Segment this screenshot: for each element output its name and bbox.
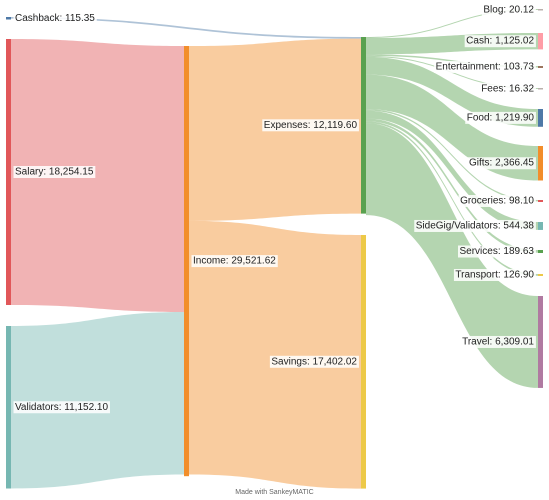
label-bg-services xyxy=(458,245,536,258)
flow-expenses-to-blog xyxy=(366,9,538,38)
node-expenses xyxy=(361,37,366,214)
flow-expenses-to-entertainment xyxy=(366,54,538,68)
flow-cashback-to-expenses xyxy=(11,17,361,39)
flow-expenses-to-transport xyxy=(366,121,538,276)
label-entertainment: Entertainment: 103.73 xyxy=(434,61,536,73)
flow-expenses-to-food xyxy=(366,56,538,127)
label-transport: Transport: 126.90 xyxy=(453,269,536,281)
label-bg-income xyxy=(191,255,278,268)
label-text-validators: Validators: 11,152.10 xyxy=(15,402,108,413)
label-savings: Savings: 17,402.02 xyxy=(269,355,359,368)
label-bg-cashback xyxy=(13,12,97,25)
label-bg-groceries xyxy=(458,195,536,207)
label-bg-savings xyxy=(269,355,359,368)
label-income: Income: 29,521.62 xyxy=(191,255,278,268)
label-blog: Blog: 20.12 xyxy=(481,3,536,16)
label-cashback: Cashback: 115.35 xyxy=(13,12,97,25)
node-entertainment xyxy=(538,66,543,68)
label-text-blog: Blog: 20.12 xyxy=(483,4,534,15)
label-sidegig: SideGig/Validators: 544.38 xyxy=(414,219,536,232)
flow-income-to-savings xyxy=(189,220,361,489)
label-food: Food: 1,219.90 xyxy=(465,111,536,124)
node-fees xyxy=(538,88,543,90)
label-text-services: Services: 189.63 xyxy=(460,246,535,257)
label-text-cash: Cash: 1,125.02 xyxy=(466,36,534,47)
node-services xyxy=(538,250,543,253)
node-gifts xyxy=(538,146,543,181)
node-savings xyxy=(361,235,366,489)
label-salary: Salary: 18,254.15 xyxy=(13,166,96,178)
label-expenses: Expenses: 12,119.60 xyxy=(262,119,359,132)
label-bg-cash xyxy=(464,35,536,48)
flow-validators-to-income xyxy=(11,312,184,489)
label-text-fees: Fees: 16.32 xyxy=(481,83,534,94)
label-bg-blog xyxy=(481,3,536,16)
label-text-gifts: Gifts: 2,366.45 xyxy=(469,158,534,169)
label-cash: Cash: 1,125.02 xyxy=(464,35,536,48)
sankey-links xyxy=(11,9,538,489)
label-bg-salary xyxy=(13,166,96,178)
node-transport xyxy=(538,274,543,276)
label-bg-expenses xyxy=(262,119,359,132)
flow-expenses-to-groceries xyxy=(366,109,538,202)
label-text-transport: Transport: 126.90 xyxy=(455,270,534,281)
sankey-nodes xyxy=(6,9,543,489)
node-income xyxy=(184,46,189,477)
label-bg-food xyxy=(465,111,536,124)
flow-expenses-to-gifts xyxy=(366,74,538,181)
sankey-labels: Cashback: 115.35 Salary: 18,254.15 Validat… xyxy=(13,3,536,414)
label-text-income: Income: 29,521.62 xyxy=(193,256,276,267)
label-bg-gifts xyxy=(467,157,536,170)
label-text-food: Food: 1,219.90 xyxy=(467,112,535,123)
label-travel: Travel: 6,309.01 xyxy=(460,335,536,348)
flow-expenses-to-services xyxy=(366,118,538,253)
node-salary xyxy=(6,39,11,305)
node-validators xyxy=(6,326,11,489)
label-groceries: Groceries: 98.10 xyxy=(458,195,536,207)
label-services: Services: 189.63 xyxy=(458,245,536,258)
node-cash xyxy=(538,33,543,50)
label-bg-entertainment xyxy=(434,61,536,73)
label-text-savings: Savings: 17,402.02 xyxy=(271,356,357,367)
label-bg-transport xyxy=(453,269,536,281)
label-fees: Fees: 16.32 xyxy=(479,82,536,95)
label-text-cashback: Cashback: 115.35 xyxy=(15,13,95,24)
label-bg-fees xyxy=(479,82,536,95)
node-groceries xyxy=(538,200,543,202)
label-text-entertainment: Entertainment: 103.73 xyxy=(436,62,535,73)
flow-salary-to-income xyxy=(11,39,184,312)
node-blog xyxy=(538,9,543,11)
label-text-groceries: Groceries: 98.10 xyxy=(460,196,534,207)
flow-expenses-to-travel xyxy=(366,123,538,388)
label-gifts: Gifts: 2,366.45 xyxy=(467,157,536,170)
node-food xyxy=(538,109,543,127)
label-validators: Validators: 11,152.10 xyxy=(13,401,110,414)
node-sidegig xyxy=(538,222,543,230)
label-bg-validators xyxy=(13,401,110,414)
footer-credit: Made with SankeyMATIC xyxy=(235,489,314,496)
label-bg-sidegig xyxy=(414,219,536,232)
node-travel xyxy=(538,296,543,388)
flow-expenses-to-sidegig xyxy=(366,110,538,230)
label-text-expenses: Expenses: 12,119.60 xyxy=(264,120,358,131)
label-text-salary: Salary: 18,254.15 xyxy=(15,167,94,178)
node-cashback xyxy=(6,17,11,20)
label-text-sidegig: SideGig/Validators: 544.38 xyxy=(416,220,535,231)
label-text-travel: Travel: 6,309.01 xyxy=(462,336,534,347)
label-bg-travel xyxy=(460,335,536,348)
